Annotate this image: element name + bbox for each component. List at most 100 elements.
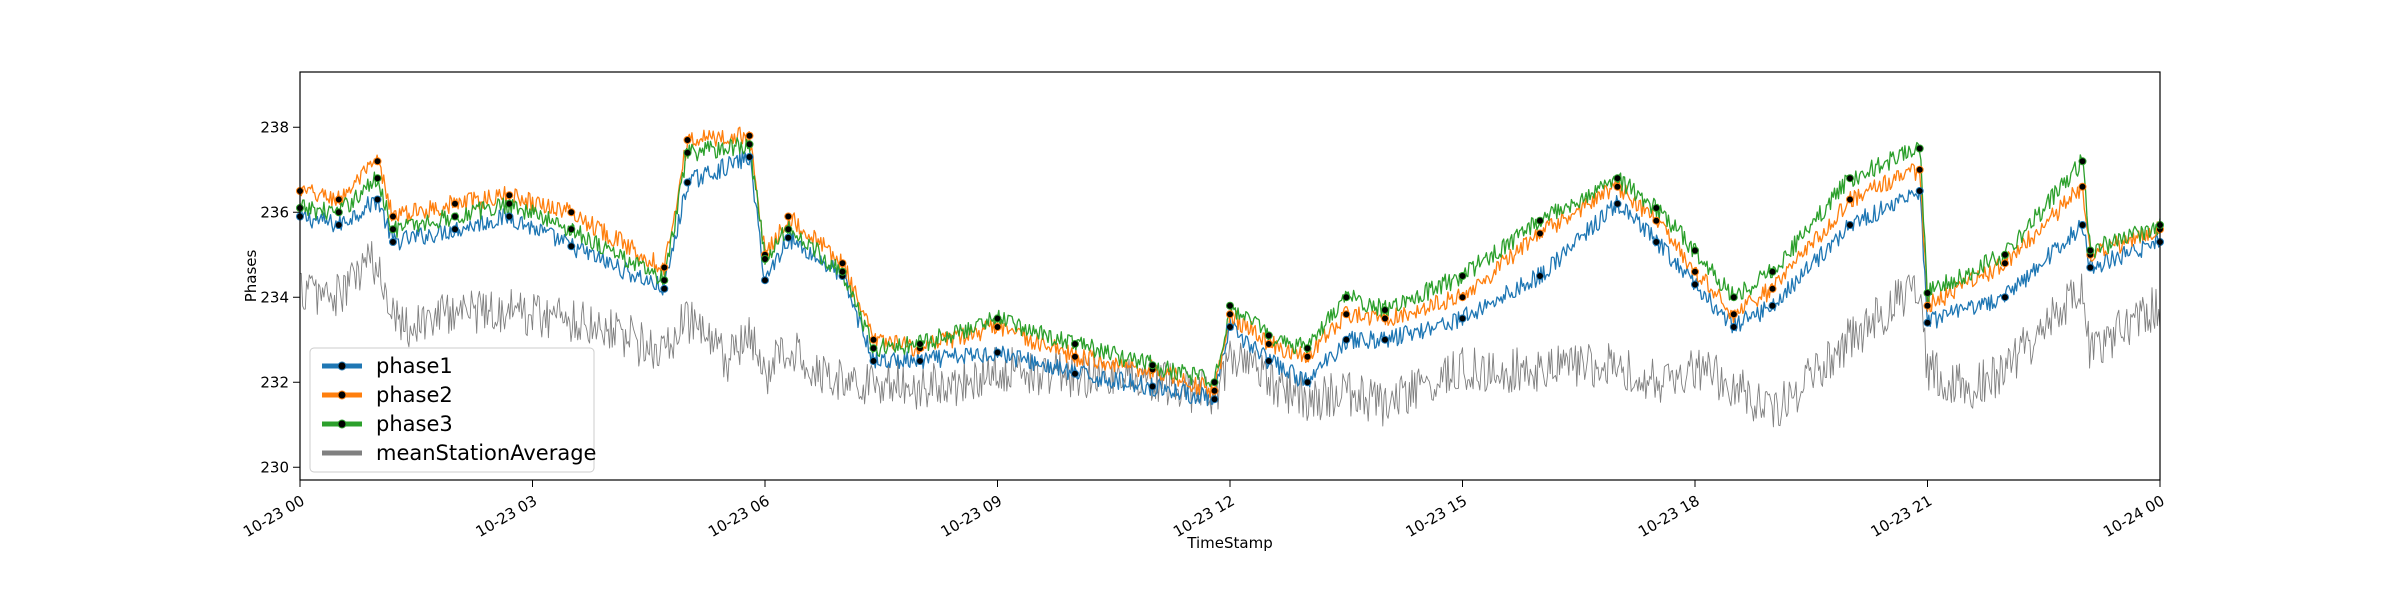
data-point-phase1 [1303, 378, 1312, 387]
data-point-phase3 [660, 276, 669, 285]
y-axis-label: Phases [242, 250, 260, 303]
y-tick-label: 230 [260, 458, 289, 476]
legend-item-phase1: phase1 [322, 354, 453, 378]
data-point-phase3 [869, 344, 878, 353]
data-point-phase3 [1923, 289, 1932, 297]
data-point-phase1 [505, 212, 514, 221]
data-point-phase1 [2086, 263, 2095, 272]
data-point-phase3 [334, 208, 343, 217]
data-point-phase3 [1342, 293, 1351, 302]
data-point-phase3 [1264, 331, 1273, 340]
legend-label: phase1 [376, 354, 453, 378]
data-point-phase2 [660, 263, 669, 272]
data-point-phase1 [1264, 357, 1273, 365]
y-tick-label: 236 [260, 203, 289, 221]
data-point-phase2 [334, 195, 343, 204]
data-point-phase2 [1536, 229, 1544, 238]
data-point-phase1 [1691, 280, 1699, 289]
data-point-phase1 [683, 178, 692, 187]
data-point-phase3 [1303, 344, 1312, 353]
data-point-phase2 [993, 323, 1002, 331]
data-point-phase3 [1729, 293, 1738, 302]
data-point-phase1 [1652, 238, 1661, 246]
data-point-phase1 [1729, 323, 1738, 331]
data-point-phase1 [1458, 314, 1467, 323]
legend-marker [337, 361, 347, 371]
data-point-phase3 [451, 212, 459, 221]
y-tick-label: 234 [260, 288, 289, 306]
data-point-phase3 [1613, 174, 1622, 183]
data-point-phase3 [567, 225, 576, 234]
series-points-phase2 [296, 131, 2164, 395]
data-point-phase3 [2086, 246, 2095, 255]
data-point-phase1 [373, 195, 382, 204]
data-point-phase3 [373, 174, 382, 183]
data-point-phase2 [1846, 195, 1854, 204]
data-point-phase3 [2078, 157, 2087, 166]
data-point-phase1 [1342, 335, 1351, 344]
data-point-phase1 [1226, 323, 1234, 331]
data-point-phase1 [916, 357, 924, 365]
data-point-phase3 [2001, 250, 2009, 259]
data-point-phase3 [389, 225, 397, 234]
data-point-phase2 [1613, 182, 1622, 191]
data-point-phase2 [1923, 301, 1932, 310]
series-line-meanStationAverage [299, 241, 2161, 428]
data-point-phase3 [683, 148, 692, 157]
data-point-phase1 [451, 225, 459, 234]
data-point-phase2 [1303, 352, 1312, 361]
data-point-phase3 [1210, 378, 1219, 387]
data-point-phase2 [1342, 310, 1351, 319]
data-point-phase3 [1226, 301, 1234, 310]
data-point-phase3 [1071, 340, 1079, 348]
data-point-phase1 [869, 357, 878, 365]
data-point-phase2 [1768, 284, 1777, 293]
data-point-phase1 [1613, 199, 1622, 208]
data-point-phase1 [993, 348, 1002, 357]
data-point-phase2 [2001, 259, 2009, 268]
y-tick-label: 238 [260, 118, 289, 136]
data-point-phase2 [1226, 310, 1234, 319]
data-point-phase2 [869, 335, 878, 344]
data-point-phase2 [1915, 165, 1924, 174]
data-point-phase2 [745, 131, 754, 140]
data-point-phase2 [784, 212, 793, 221]
data-point-phase1 [2001, 293, 2009, 302]
data-point-phase2 [389, 212, 397, 221]
data-point-phase1 [660, 284, 669, 293]
data-point-phase3 [745, 140, 754, 149]
series-layer [296, 126, 2164, 428]
y-tick-label: 232 [260, 373, 289, 391]
data-point-phase1 [1381, 335, 1389, 344]
data-point-phase1 [1768, 301, 1777, 310]
data-point-phase1 [761, 276, 769, 285]
data-point-phase3 [838, 267, 847, 276]
data-point-phase1 [334, 221, 343, 229]
data-point-phase3 [1691, 246, 1699, 255]
data-point-phase2 [1691, 267, 1699, 276]
data-point-phase1 [784, 233, 793, 242]
data-point-phase3 [1536, 216, 1544, 225]
data-point-phase1 [1536, 272, 1544, 280]
data-point-phase2 [1071, 352, 1079, 361]
legend-item-meanStationAverage: meanStationAverage [322, 441, 596, 465]
data-point-phase2 [1729, 310, 1738, 319]
data-point-phase3 [1652, 204, 1661, 212]
series-points-phase3 [296, 140, 2164, 387]
data-point-phase3 [784, 225, 793, 234]
legend: phase1 phase2 phase3 meanStationAverage [309, 347, 596, 473]
legend-item-phase3: phase3 [322, 412, 453, 436]
legend-item-phase2: phase2 [322, 383, 453, 407]
data-point-phase3 [761, 255, 769, 263]
data-point-phase2 [451, 199, 459, 208]
data-point-phase3 [1915, 144, 1924, 153]
data-point-phase3 [916, 340, 924, 348]
data-point-phase1 [1846, 221, 1854, 229]
legend-marker [337, 419, 347, 429]
data-point-phase2 [683, 136, 692, 144]
data-point-phase1 [1915, 187, 1924, 195]
data-point-phase2 [1458, 293, 1467, 302]
legend-marker [337, 390, 347, 400]
